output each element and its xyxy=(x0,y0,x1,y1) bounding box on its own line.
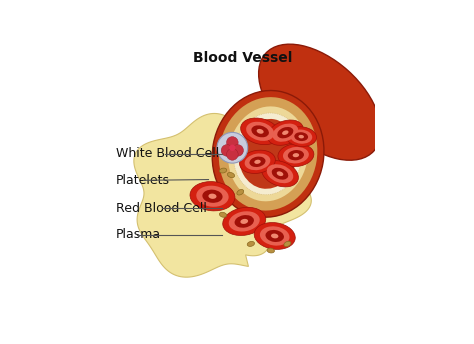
Ellipse shape xyxy=(239,119,297,189)
Ellipse shape xyxy=(278,144,314,166)
Ellipse shape xyxy=(235,215,254,228)
Ellipse shape xyxy=(294,132,308,141)
Ellipse shape xyxy=(212,90,324,217)
Ellipse shape xyxy=(209,194,217,199)
Ellipse shape xyxy=(219,168,227,173)
Polygon shape xyxy=(134,114,311,277)
Ellipse shape xyxy=(247,241,255,246)
Ellipse shape xyxy=(228,106,308,201)
Ellipse shape xyxy=(272,168,288,180)
Ellipse shape xyxy=(202,190,223,203)
Ellipse shape xyxy=(233,113,303,195)
Ellipse shape xyxy=(196,186,228,207)
Ellipse shape xyxy=(190,182,235,211)
Text: White Blood Cell: White Blood Cell xyxy=(116,147,219,160)
Ellipse shape xyxy=(277,171,283,176)
Ellipse shape xyxy=(271,234,278,238)
Ellipse shape xyxy=(260,226,290,246)
Ellipse shape xyxy=(299,135,304,138)
Ellipse shape xyxy=(267,164,293,183)
Ellipse shape xyxy=(265,230,284,242)
Ellipse shape xyxy=(267,120,303,145)
Ellipse shape xyxy=(219,212,227,217)
Ellipse shape xyxy=(283,147,309,163)
Text: Plasma: Plasma xyxy=(116,228,161,241)
Circle shape xyxy=(217,132,248,163)
Ellipse shape xyxy=(267,248,274,253)
Circle shape xyxy=(221,144,233,156)
Ellipse shape xyxy=(288,150,304,160)
Ellipse shape xyxy=(284,241,291,247)
Ellipse shape xyxy=(254,160,261,164)
Ellipse shape xyxy=(229,211,260,232)
Ellipse shape xyxy=(219,97,318,211)
Ellipse shape xyxy=(241,118,280,145)
Ellipse shape xyxy=(240,219,248,224)
Circle shape xyxy=(227,149,238,160)
Circle shape xyxy=(229,144,236,151)
Ellipse shape xyxy=(228,172,235,178)
Ellipse shape xyxy=(277,127,293,138)
Ellipse shape xyxy=(259,44,381,160)
Circle shape xyxy=(232,144,244,156)
Ellipse shape xyxy=(240,150,275,173)
Ellipse shape xyxy=(290,130,312,144)
Ellipse shape xyxy=(262,161,299,187)
Ellipse shape xyxy=(251,125,269,137)
Ellipse shape xyxy=(254,223,295,249)
Ellipse shape xyxy=(256,129,264,134)
Ellipse shape xyxy=(286,127,317,147)
Ellipse shape xyxy=(245,153,270,170)
Ellipse shape xyxy=(292,153,299,157)
Text: Blood Vessel: Blood Vessel xyxy=(193,52,292,65)
Ellipse shape xyxy=(223,207,266,236)
Circle shape xyxy=(227,137,238,148)
Ellipse shape xyxy=(246,122,274,141)
Ellipse shape xyxy=(249,157,265,167)
Ellipse shape xyxy=(282,130,289,135)
Text: Platelets: Platelets xyxy=(116,174,170,187)
Ellipse shape xyxy=(273,123,298,142)
Ellipse shape xyxy=(237,190,244,195)
Text: Red Blood Cell: Red Blood Cell xyxy=(116,202,207,215)
